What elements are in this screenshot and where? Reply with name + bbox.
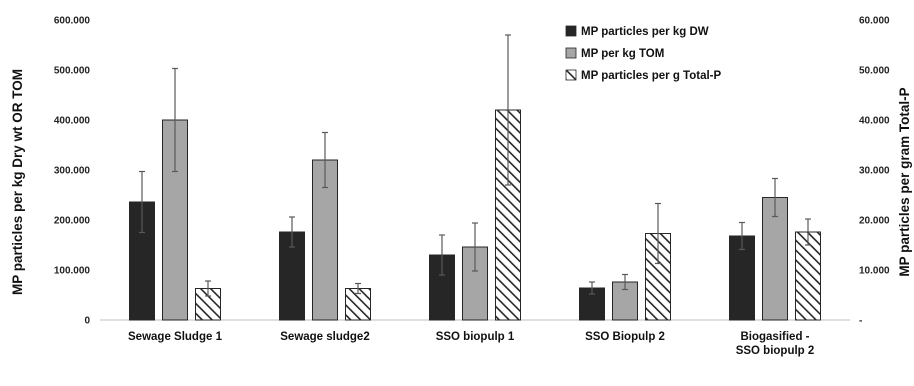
y-tick-label-right: 10.000 bbox=[859, 266, 890, 277]
y-tick-label-left: 400.000 bbox=[54, 116, 91, 127]
legend-label: MP per kg TOM bbox=[581, 48, 664, 60]
x-tick-label-line: SSO biopulp 2 bbox=[736, 345, 815, 357]
y-tick-label-right: 30.000 bbox=[859, 166, 890, 177]
legend-label: MP particles per kg DW bbox=[581, 26, 709, 38]
legend-swatch bbox=[565, 25, 577, 37]
y-axis-right-ticks: - 10.000 20.000 30.000 40.000 50.000 60.000 bbox=[859, 16, 890, 327]
y-tick-label-left: 500.000 bbox=[54, 66, 91, 77]
bar bbox=[795, 231, 821, 321]
bar bbox=[579, 287, 605, 321]
y-tick-label-left: 600.000 bbox=[54, 16, 91, 27]
x-tick-label: Sewage sludge2 bbox=[280, 331, 369, 343]
y-tick-label-left: 200.000 bbox=[54, 216, 91, 227]
x-tick-label: SSO Biopulp 2 bbox=[585, 331, 665, 343]
y-tick-label-right: 20.000 bbox=[859, 216, 890, 227]
x-tick-label-line: Sewage Sludge 1 bbox=[128, 331, 223, 343]
x-tick-label: Sewage Sludge 1 bbox=[128, 331, 223, 343]
y-axis-right-title: MP particles per gram Total-P bbox=[897, 87, 912, 276]
bar-series bbox=[129, 109, 821, 321]
x-tick-label-line: SSO biopulp 1 bbox=[436, 331, 515, 343]
legend-swatch bbox=[565, 47, 577, 59]
y-axis-left-title: MP particles per kg Dry wt OR TOM bbox=[10, 69, 25, 295]
y-axis-left-ticks: 0 100.000 200.000 300.000 400.000 500.000 600.… bbox=[54, 16, 91, 327]
y-tick-label-right: 40.000 bbox=[859, 116, 890, 127]
x-tick-label-line: Biogasified - bbox=[740, 331, 809, 343]
legend: MP particles per kg DW MP per kg TOM MP pa… bbox=[565, 25, 721, 82]
x-tick-label-line: SSO Biopulp 2 bbox=[585, 331, 665, 343]
x-tick-label: SSO biopulp 1 bbox=[436, 331, 515, 343]
y-tick-label-right: - bbox=[859, 316, 862, 327]
y-tick-label-right: 60.000 bbox=[859, 16, 890, 27]
x-tick-label-line: Sewage sludge2 bbox=[280, 331, 369, 343]
legend-label: MP particles per g Total-P bbox=[581, 70, 721, 82]
legend-swatch bbox=[565, 69, 577, 81]
y-tick-label-left: 0 bbox=[84, 316, 90, 327]
error-bars bbox=[139, 34, 811, 297]
bar bbox=[762, 197, 788, 321]
x-axis-labels: Sewage Sludge 1 Sewage sludge2 SSO biopulp… bbox=[128, 331, 814, 357]
y-tick-label-right: 50.000 bbox=[859, 66, 890, 77]
y-tick-label-left: 100.000 bbox=[54, 266, 91, 277]
y-tick-label-left: 300.000 bbox=[54, 166, 91, 177]
x-tick-label: Biogasified - SSO biopulp 2 bbox=[736, 331, 815, 357]
